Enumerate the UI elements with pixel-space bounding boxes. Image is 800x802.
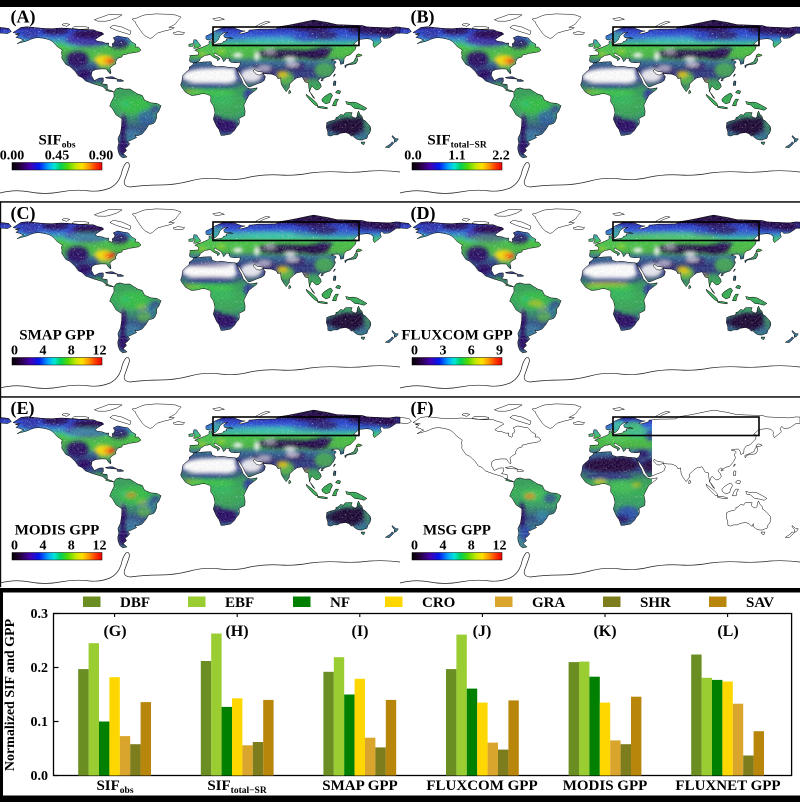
svg-text:MODIS GPP: MODIS GPP — [563, 778, 648, 794]
svg-text:0.3: 0.3 — [31, 607, 49, 622]
svg-text:0.1: 0.1 — [31, 715, 49, 730]
svg-text:(L): (L) — [717, 623, 738, 640]
svg-text:0.0: 0.0 — [404, 149, 422, 164]
svg-text:12: 12 — [93, 539, 107, 554]
svg-text:0.45: 0.45 — [45, 149, 70, 164]
svg-text:0: 0 — [11, 539, 18, 554]
svg-text:(K): (K) — [593, 623, 616, 640]
svg-text:6: 6 — [468, 344, 475, 359]
svg-text:FLUXNET GPP: FLUXNET GPP — [675, 778, 780, 794]
svg-text:SIFtotal−SR: SIFtotal−SR — [207, 778, 267, 796]
svg-text:8: 8 — [68, 539, 75, 554]
svg-text:2.2: 2.2 — [492, 149, 510, 164]
svg-text:NF: NF — [330, 595, 350, 611]
svg-text:4: 4 — [40, 539, 47, 554]
svg-text:8: 8 — [468, 539, 475, 554]
svg-text:GRA: GRA — [532, 595, 566, 611]
svg-text:0: 0 — [11, 344, 18, 359]
svg-text:MODIS GPP: MODIS GPP — [15, 523, 100, 539]
svg-text:0: 0 — [411, 539, 418, 554]
svg-text:4: 4 — [40, 344, 47, 359]
svg-text:9: 9 — [496, 344, 503, 359]
svg-text:0.00: 0.00 — [0, 149, 24, 164]
svg-text:DBF: DBF — [120, 595, 150, 611]
svg-text:(E): (E) — [11, 398, 35, 419]
svg-text:FLUXCOM GPP: FLUXCOM GPP — [401, 328, 512, 344]
svg-text:3: 3 — [440, 344, 447, 359]
svg-text:MSG GPP: MSG GPP — [423, 523, 491, 539]
svg-text:4: 4 — [440, 539, 447, 554]
svg-text:EBF: EBF — [225, 595, 254, 611]
svg-text:(J): (J) — [473, 623, 492, 640]
svg-text:(I): (I) — [352, 623, 369, 640]
svg-text:(B): (B) — [411, 7, 435, 28]
svg-text:FLUXCOM GPP: FLUXCOM GPP — [426, 778, 537, 794]
svg-text:SMAP GPP: SMAP GPP — [322, 778, 397, 794]
svg-text:(D): (D) — [411, 203, 436, 224]
svg-text:CRO: CRO — [422, 595, 455, 611]
svg-text:0: 0 — [411, 344, 418, 359]
svg-text:SIFobs: SIFobs — [96, 778, 133, 796]
svg-text:(A): (A) — [11, 7, 36, 28]
svg-text:Normalized SIF and GPP: Normalized SIF and GPP — [3, 618, 18, 771]
svg-text:SAV: SAV — [746, 595, 774, 611]
svg-text:SHR: SHR — [640, 595, 671, 611]
svg-text:0.90: 0.90 — [89, 149, 114, 164]
svg-text:(C): (C) — [11, 203, 36, 224]
svg-text:1.1: 1.1 — [448, 149, 466, 164]
svg-text:(H): (H) — [225, 623, 248, 640]
svg-text:0.0: 0.0 — [31, 769, 49, 784]
svg-text:12: 12 — [93, 344, 107, 359]
svg-text:12: 12 — [493, 539, 507, 554]
svg-text:0.2: 0.2 — [31, 661, 49, 676]
svg-text:(F): (F) — [411, 398, 434, 419]
svg-text:8: 8 — [68, 344, 75, 359]
svg-text:SMAP GPP: SMAP GPP — [19, 328, 94, 344]
svg-text:(G): (G) — [103, 623, 126, 640]
